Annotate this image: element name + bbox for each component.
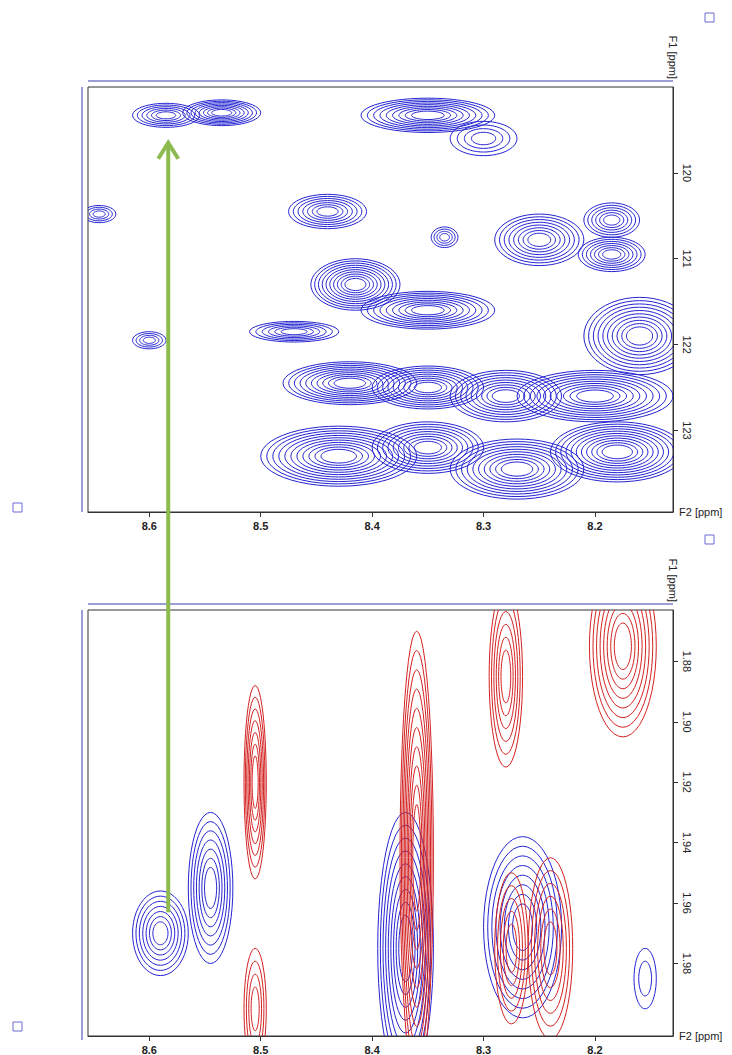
svg-text:F2 [ppm]: F2 [ppm] [679, 506, 722, 518]
svg-text:1.90: 1.90 [681, 711, 693, 732]
svg-text:8.3: 8.3 [476, 1044, 491, 1055]
svg-text:8.2: 8.2 [587, 1044, 602, 1055]
svg-text:123: 123 [681, 421, 693, 439]
svg-text:8.4: 8.4 [364, 1044, 380, 1055]
svg-text:F1 [ppm]: F1 [ppm] [667, 36, 679, 79]
svg-text:8.6: 8.6 [142, 520, 157, 532]
svg-text:F2 [ppm]: F2 [ppm] [679, 1030, 722, 1042]
svg-text:8.5: 8.5 [253, 1044, 268, 1055]
svg-text:8.5: 8.5 [253, 520, 268, 532]
svg-text:8.2: 8.2 [587, 520, 602, 532]
svg-text:122: 122 [681, 335, 693, 353]
svg-text:8.3: 8.3 [476, 520, 491, 532]
svg-text:1.92: 1.92 [681, 772, 693, 793]
svg-text:8.4: 8.4 [364, 520, 380, 532]
svg-text:1.96: 1.96 [681, 892, 693, 913]
svg-text:1.98: 1.98 [681, 953, 693, 974]
svg-text:121: 121 [681, 250, 693, 268]
svg-text:1.94: 1.94 [681, 832, 693, 853]
svg-text:120: 120 [681, 164, 693, 182]
svg-text:F1 [ppm]: F1 [ppm] [667, 559, 679, 602]
svg-text:8.6: 8.6 [142, 1044, 157, 1055]
svg-text:1.88: 1.88 [681, 651, 693, 672]
